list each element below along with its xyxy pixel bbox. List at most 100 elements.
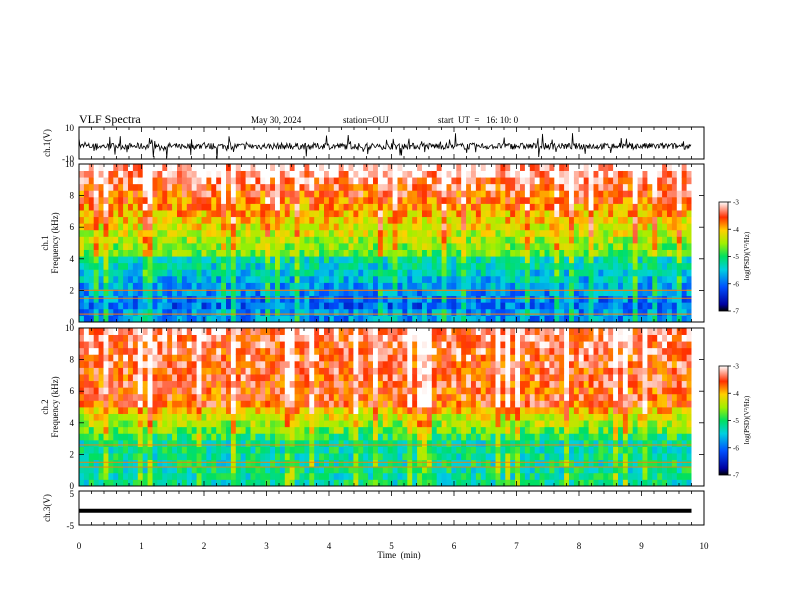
spectrogram-cell bbox=[573, 203, 580, 211]
spectrogram-cell bbox=[240, 380, 246, 388]
spectrogram-cell bbox=[368, 177, 374, 185]
spectrogram-cell bbox=[83, 282, 90, 290]
spectrogram-cell bbox=[299, 243, 305, 250]
spectrogram-cell bbox=[118, 380, 124, 388]
spectrogram-cell bbox=[431, 223, 438, 231]
spectrogram-cell bbox=[181, 216, 188, 224]
spectrogram-cell bbox=[412, 269, 418, 277]
spectrogram-cell bbox=[157, 216, 163, 224]
spectrogram-cell bbox=[377, 289, 384, 297]
spectrogram-cell bbox=[603, 210, 609, 218]
spectrogram-cell bbox=[299, 216, 305, 224]
spectrogram-cell bbox=[294, 328, 300, 335]
spectrogram-cell bbox=[461, 282, 467, 290]
spectrogram-cell bbox=[270, 308, 276, 316]
spectrogram-cell bbox=[333, 459, 340, 467]
spectrogram-cell bbox=[275, 334, 281, 342]
spectrogram-cell bbox=[368, 302, 374, 310]
spectrogram-cell bbox=[363, 190, 369, 198]
spectrogram-cell bbox=[265, 479, 271, 487]
spectrogram-cell bbox=[652, 243, 658, 250]
spectrogram-cell bbox=[284, 380, 291, 388]
spectrogram-cell bbox=[245, 459, 251, 467]
spectrogram-cell bbox=[333, 256, 340, 264]
spectrogram-cell bbox=[226, 472, 232, 480]
spectrogram-cell bbox=[230, 433, 237, 441]
spectrogram-cell bbox=[162, 387, 168, 395]
spectrogram-cell bbox=[392, 413, 398, 421]
spectrogram-cell bbox=[431, 466, 438, 474]
spectrogram-cell bbox=[206, 262, 212, 270]
spectrogram-cell bbox=[191, 354, 197, 362]
spectrogram-cell bbox=[113, 203, 119, 211]
spectrogram-cell bbox=[181, 249, 188, 257]
spectrogram-cell bbox=[294, 249, 300, 257]
spectrogram-cell bbox=[279, 360, 286, 368]
spectrogram-cell bbox=[211, 223, 217, 231]
spectrogram-cell bbox=[686, 315, 692, 323]
spectrogram-cell bbox=[676, 243, 683, 250]
spectrogram-cell bbox=[328, 243, 335, 250]
spectrogram-cell bbox=[422, 289, 428, 297]
spectrogram-cell bbox=[417, 183, 423, 191]
spectrogram-cell bbox=[196, 196, 202, 204]
spectrogram-cell bbox=[510, 183, 516, 191]
spectrogram-cell bbox=[304, 439, 310, 447]
spectrogram-cell bbox=[152, 315, 158, 323]
spectrogram-cell bbox=[221, 269, 227, 277]
spectrogram-cell bbox=[618, 295, 624, 303]
spectrogram-cell bbox=[382, 170, 389, 178]
spectrogram-cell bbox=[181, 374, 188, 382]
spectrogram-cell bbox=[128, 387, 134, 395]
freq-tick-label: 10 bbox=[65, 159, 75, 169]
spectrogram-cell bbox=[353, 367, 359, 375]
spectrogram-cell bbox=[686, 295, 692, 303]
spectrogram-cell bbox=[588, 262, 594, 270]
spectrogram-cell bbox=[221, 308, 227, 316]
spectrogram-cell bbox=[88, 223, 95, 231]
spectrogram-cell bbox=[279, 229, 286, 237]
spectrogram-cell bbox=[93, 446, 99, 454]
spectrogram-cell bbox=[358, 196, 364, 204]
spectrogram-cell bbox=[387, 479, 393, 487]
spectrogram-cell bbox=[177, 275, 183, 283]
spectrogram-cell bbox=[279, 439, 286, 447]
spectrogram-cell bbox=[319, 164, 325, 171]
spectrogram-cell bbox=[328, 439, 335, 447]
spectrogram-cell bbox=[328, 453, 335, 461]
spectrogram-cell bbox=[270, 459, 276, 467]
spectrogram-cell bbox=[353, 196, 359, 204]
spectrogram-cell bbox=[358, 302, 364, 310]
spectrogram-cell bbox=[402, 289, 408, 297]
spectrogram-cell bbox=[304, 374, 310, 382]
spectrogram-cell bbox=[324, 453, 330, 461]
spectrogram-cell bbox=[284, 282, 291, 290]
spectrogram-cell bbox=[662, 170, 668, 178]
spectrogram-cell bbox=[392, 354, 398, 362]
spectrogram-cell bbox=[358, 466, 364, 474]
spectrogram-cell bbox=[353, 275, 359, 283]
spectrogram-cell bbox=[642, 170, 648, 178]
spectrogram-cell bbox=[172, 360, 178, 368]
spectrogram-cell bbox=[642, 256, 648, 264]
spectrogram-cell bbox=[353, 249, 359, 257]
spectrogram-cell bbox=[436, 229, 442, 237]
spectrogram-cell bbox=[573, 177, 580, 185]
spectrogram-cell bbox=[93, 393, 99, 401]
spectrogram-cell bbox=[294, 275, 300, 283]
spectrogram-cell bbox=[191, 400, 197, 408]
spectrogram-cell bbox=[128, 275, 134, 283]
spectrogram-cell bbox=[407, 210, 413, 218]
spectrogram-cell bbox=[211, 407, 217, 414]
spectrogram-cell bbox=[446, 275, 452, 283]
spectrogram-cell bbox=[377, 249, 384, 257]
spectrogram-cell bbox=[275, 453, 281, 461]
spectrogram-cell bbox=[363, 177, 369, 185]
spectrogram-cell bbox=[436, 439, 442, 447]
spectrogram-cell bbox=[466, 275, 472, 283]
spectrogram-cell bbox=[201, 196, 207, 204]
spectrogram-cell bbox=[240, 315, 246, 323]
spectrogram-cell bbox=[632, 223, 638, 231]
spectrogram-cell bbox=[343, 289, 349, 297]
spectrogram-cell bbox=[245, 400, 251, 408]
